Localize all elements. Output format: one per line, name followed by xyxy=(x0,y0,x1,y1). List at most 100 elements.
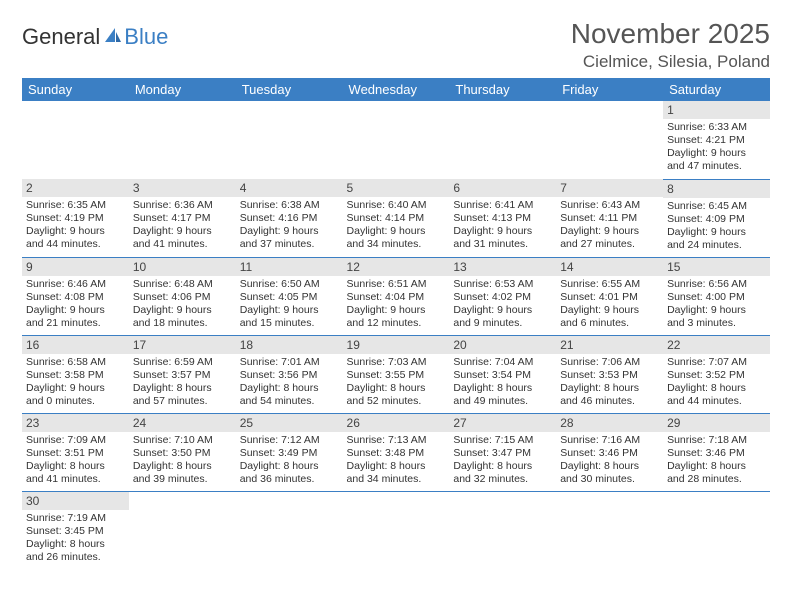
daylight-line2: and 36 minutes. xyxy=(240,473,339,486)
sunset-text: Sunset: 3:51 PM xyxy=(26,447,125,460)
daylight-line1: Daylight: 8 hours xyxy=(240,382,339,395)
sunset-text: Sunset: 3:57 PM xyxy=(133,369,232,382)
calendar-cell: 30Sunrise: 7:19 AMSunset: 3:45 PMDayligh… xyxy=(22,491,129,569)
calendar-cell: 23Sunrise: 7:09 AMSunset: 3:51 PMDayligh… xyxy=(22,413,129,491)
day-details: Sunrise: 7:13 AMSunset: 3:48 PMDaylight:… xyxy=(343,432,450,491)
daylight-line2: and 18 minutes. xyxy=(133,317,232,330)
logo: General Blue xyxy=(22,18,168,50)
day-number: 14 xyxy=(556,258,663,276)
sunrise-text: Sunrise: 7:19 AM xyxy=(26,512,125,525)
logo-text-blue: Blue xyxy=(124,24,168,50)
calendar-cell xyxy=(236,101,343,179)
daylight-line1: Daylight: 9 hours xyxy=(453,304,552,317)
day-details: Sunrise: 6:35 AMSunset: 4:19 PMDaylight:… xyxy=(22,197,129,256)
day-details: Sunrise: 7:18 AMSunset: 3:46 PMDaylight:… xyxy=(663,432,770,491)
day-number: 1 xyxy=(663,101,770,119)
calendar-cell: 1Sunrise: 6:33 AMSunset: 4:21 PMDaylight… xyxy=(663,101,770,179)
day-details: Sunrise: 6:58 AMSunset: 3:58 PMDaylight:… xyxy=(22,354,129,413)
daylight-line2: and 6 minutes. xyxy=(560,317,659,330)
day-number: 28 xyxy=(556,414,663,432)
daylight-line1: Daylight: 9 hours xyxy=(26,225,125,238)
daylight-line1: Daylight: 8 hours xyxy=(26,538,125,551)
daylight-line1: Daylight: 9 hours xyxy=(133,304,232,317)
month-title: November 2025 xyxy=(571,18,770,50)
daylight-line1: Daylight: 8 hours xyxy=(667,382,766,395)
daylight-line2: and 34 minutes. xyxy=(347,238,446,251)
day-number: 26 xyxy=(343,414,450,432)
day-details: Sunrise: 7:03 AMSunset: 3:55 PMDaylight:… xyxy=(343,354,450,413)
sunrise-text: Sunrise: 6:40 AM xyxy=(347,199,446,212)
sunrise-text: Sunrise: 7:09 AM xyxy=(26,434,125,447)
sunrise-text: Sunrise: 6:58 AM xyxy=(26,356,125,369)
sunset-text: Sunset: 3:53 PM xyxy=(560,369,659,382)
daylight-line1: Daylight: 9 hours xyxy=(26,304,125,317)
day-details: Sunrise: 6:56 AMSunset: 4:00 PMDaylight:… xyxy=(663,276,770,335)
calendar-cell: 6Sunrise: 6:41 AMSunset: 4:13 PMDaylight… xyxy=(449,179,556,257)
daylight-line2: and 46 minutes. xyxy=(560,395,659,408)
calendar-cell: 2Sunrise: 6:35 AMSunset: 4:19 PMDaylight… xyxy=(22,179,129,257)
daylight-line1: Daylight: 8 hours xyxy=(347,460,446,473)
sunset-text: Sunset: 3:46 PM xyxy=(667,447,766,460)
calendar-cell: 17Sunrise: 6:59 AMSunset: 3:57 PMDayligh… xyxy=(129,335,236,413)
sunset-text: Sunset: 4:13 PM xyxy=(453,212,552,225)
sunrise-text: Sunrise: 7:18 AM xyxy=(667,434,766,447)
daylight-line2: and 44 minutes. xyxy=(667,395,766,408)
daylight-line2: and 30 minutes. xyxy=(560,473,659,486)
calendar-cell: 25Sunrise: 7:12 AMSunset: 3:49 PMDayligh… xyxy=(236,413,343,491)
sunrise-text: Sunrise: 6:38 AM xyxy=(240,199,339,212)
sunrise-text: Sunrise: 7:04 AM xyxy=(453,356,552,369)
day-details: Sunrise: 6:59 AMSunset: 3:57 PMDaylight:… xyxy=(129,354,236,413)
weekday-header: Sunday xyxy=(22,78,129,101)
calendar-cell: 18Sunrise: 7:01 AMSunset: 3:56 PMDayligh… xyxy=(236,335,343,413)
daylight-line1: Daylight: 9 hours xyxy=(26,382,125,395)
logo-text-general: General xyxy=(22,24,100,50)
weekday-header: Monday xyxy=(129,78,236,101)
daylight-line1: Daylight: 8 hours xyxy=(133,460,232,473)
calendar-body: 1Sunrise: 6:33 AMSunset: 4:21 PMDaylight… xyxy=(22,101,770,569)
sunrise-text: Sunrise: 6:36 AM xyxy=(133,199,232,212)
sunrise-text: Sunrise: 6:33 AM xyxy=(667,121,766,134)
sunset-text: Sunset: 3:56 PM xyxy=(240,369,339,382)
calendar-cell xyxy=(556,491,663,569)
calendar-cell xyxy=(663,491,770,569)
sunrise-text: Sunrise: 6:48 AM xyxy=(133,278,232,291)
sunrise-text: Sunrise: 6:59 AM xyxy=(133,356,232,369)
day-number: 6 xyxy=(449,179,556,197)
daylight-line1: Daylight: 8 hours xyxy=(453,460,552,473)
day-number: 13 xyxy=(449,258,556,276)
day-number: 8 xyxy=(663,180,770,198)
day-number: 24 xyxy=(129,414,236,432)
day-number: 18 xyxy=(236,336,343,354)
calendar-row: 23Sunrise: 7:09 AMSunset: 3:51 PMDayligh… xyxy=(22,413,770,491)
daylight-line1: Daylight: 8 hours xyxy=(453,382,552,395)
daylight-line1: Daylight: 9 hours xyxy=(347,225,446,238)
daylight-line2: and 31 minutes. xyxy=(453,238,552,251)
calendar-cell: 29Sunrise: 7:18 AMSunset: 3:46 PMDayligh… xyxy=(663,413,770,491)
day-details: Sunrise: 6:40 AMSunset: 4:14 PMDaylight:… xyxy=(343,197,450,256)
sunrise-text: Sunrise: 6:51 AM xyxy=(347,278,446,291)
sunrise-text: Sunrise: 6:56 AM xyxy=(667,278,766,291)
sunrise-text: Sunrise: 7:10 AM xyxy=(133,434,232,447)
sunset-text: Sunset: 4:01 PM xyxy=(560,291,659,304)
sunset-text: Sunset: 4:11 PM xyxy=(560,212,659,225)
day-details: Sunrise: 6:38 AMSunset: 4:16 PMDaylight:… xyxy=(236,197,343,256)
daylight-line1: Daylight: 9 hours xyxy=(560,304,659,317)
daylight-line2: and 26 minutes. xyxy=(26,551,125,564)
daylight-line1: Daylight: 8 hours xyxy=(560,460,659,473)
day-number: 30 xyxy=(22,492,129,510)
calendar-cell xyxy=(129,491,236,569)
sunrise-text: Sunrise: 7:06 AM xyxy=(560,356,659,369)
day-number: 12 xyxy=(343,258,450,276)
sunset-text: Sunset: 4:19 PM xyxy=(26,212,125,225)
calendar-cell: 15Sunrise: 6:56 AMSunset: 4:00 PMDayligh… xyxy=(663,257,770,335)
day-number: 7 xyxy=(556,179,663,197)
day-number: 27 xyxy=(449,414,556,432)
daylight-line1: Daylight: 9 hours xyxy=(133,225,232,238)
day-details: Sunrise: 7:12 AMSunset: 3:49 PMDaylight:… xyxy=(236,432,343,491)
day-number: 5 xyxy=(343,179,450,197)
daylight-line2: and 0 minutes. xyxy=(26,395,125,408)
sunset-text: Sunset: 4:04 PM xyxy=(347,291,446,304)
day-details: Sunrise: 6:33 AMSunset: 4:21 PMDaylight:… xyxy=(663,119,770,178)
sunrise-text: Sunrise: 7:13 AM xyxy=(347,434,446,447)
sunrise-text: Sunrise: 7:03 AM xyxy=(347,356,446,369)
